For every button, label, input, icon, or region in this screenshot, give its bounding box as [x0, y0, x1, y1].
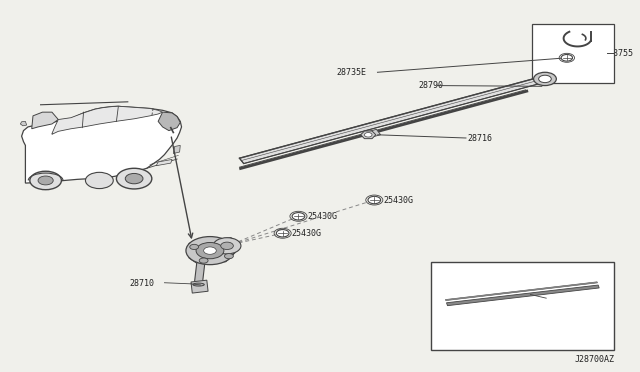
Polygon shape [158, 112, 180, 131]
Ellipse shape [193, 283, 204, 286]
Polygon shape [173, 145, 180, 154]
Polygon shape [191, 280, 208, 293]
Circle shape [116, 168, 152, 189]
Circle shape [125, 173, 143, 184]
Polygon shape [239, 76, 547, 164]
Polygon shape [445, 282, 598, 301]
Text: 28755: 28755 [608, 49, 633, 58]
Circle shape [534, 72, 556, 86]
Circle shape [225, 254, 234, 259]
Bar [532, 23, 614, 83]
Polygon shape [361, 131, 376, 139]
Text: 28795M: 28795M [547, 294, 577, 303]
Polygon shape [447, 285, 599, 306]
Circle shape [189, 244, 198, 250]
Circle shape [364, 132, 372, 137]
Polygon shape [365, 129, 381, 138]
Polygon shape [52, 106, 163, 134]
Text: 28710: 28710 [129, 279, 154, 288]
Circle shape [38, 176, 53, 185]
Circle shape [221, 242, 234, 250]
Bar [431, 262, 614, 350]
Polygon shape [20, 121, 27, 126]
Text: J28700AZ: J28700AZ [575, 355, 614, 364]
Circle shape [30, 171, 61, 190]
Circle shape [561, 54, 573, 61]
Text: 25430G: 25430G [383, 196, 413, 205]
Text: 28716: 28716 [467, 134, 492, 142]
Circle shape [276, 230, 289, 237]
Polygon shape [32, 112, 58, 129]
Circle shape [539, 75, 551, 83]
Circle shape [292, 212, 305, 220]
Polygon shape [156, 160, 172, 166]
Polygon shape [22, 106, 182, 183]
Circle shape [196, 243, 224, 259]
Text: 28790: 28790 [419, 81, 444, 90]
Text: (BLADE REFILL): (BLADE REFILL) [490, 337, 556, 346]
Circle shape [204, 247, 216, 254]
Circle shape [186, 237, 234, 264]
Text: 25430G: 25430G [307, 212, 337, 221]
Circle shape [213, 238, 241, 254]
Text: 28735E: 28735E [337, 68, 366, 77]
Circle shape [368, 196, 381, 204]
Circle shape [86, 172, 113, 189]
Circle shape [199, 258, 208, 263]
Polygon shape [189, 238, 239, 263]
Text: 25430G: 25430G [291, 229, 321, 238]
Polygon shape [194, 257, 205, 285]
